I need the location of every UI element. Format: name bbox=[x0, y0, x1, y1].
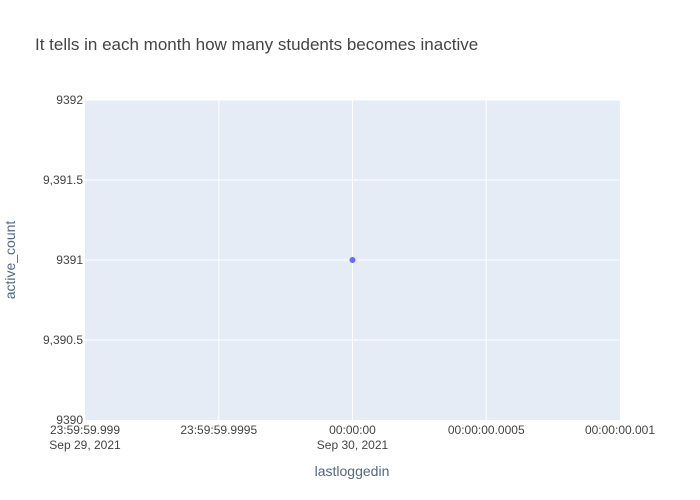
y-tick-label: 9,390.5 bbox=[43, 333, 83, 347]
y-tick-label: 9392 bbox=[56, 93, 83, 107]
x-tick-label: 00:00:00.0005 bbox=[448, 423, 525, 437]
chart-title: It tells in each month how many students… bbox=[35, 35, 478, 54]
x-tick-label: 23:59:59.999 bbox=[50, 423, 120, 437]
data-points bbox=[349, 257, 356, 263]
x-tick-date-label: Sep 30, 2021 bbox=[317, 438, 389, 452]
y-tick-label: 9390 bbox=[56, 413, 83, 427]
data-point bbox=[349, 257, 356, 263]
x-tick-label: 00:00:00.001 bbox=[585, 423, 655, 437]
y-tick-label: 9,391.5 bbox=[43, 173, 83, 187]
y-axis-title: active_count bbox=[2, 221, 18, 300]
y-tick-label: 9391 bbox=[56, 253, 83, 267]
x-tick-label: 23:59:59.9995 bbox=[180, 423, 257, 437]
x-axis-title: lastloggedin bbox=[315, 463, 390, 479]
x-tick-date-label: Sep 29, 2021 bbox=[49, 438, 121, 452]
y-tick-labels: 9390 9,390.5 9391 9,391.5 9392 bbox=[43, 93, 83, 427]
x-tick-label: 00:00:00 bbox=[329, 423, 376, 437]
